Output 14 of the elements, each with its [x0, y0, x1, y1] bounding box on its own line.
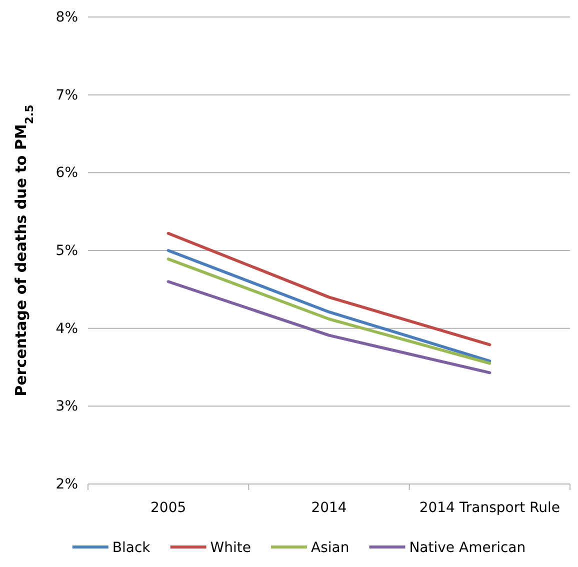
y-tick-label: 2% [56, 476, 78, 492]
legend-label: Native American [409, 540, 526, 556]
x-tick-label: 2014 Transport Rule [419, 500, 560, 516]
legend-label: White [210, 540, 251, 556]
x-tick-label: 2005 [150, 500, 186, 516]
legend-label: Asian [310, 540, 350, 556]
x-tick-label: 2014 [311, 500, 347, 516]
y-tick-label: 5% [56, 242, 78, 259]
y-tick-label: 4% [56, 320, 78, 337]
y-tick-label: 3% [56, 398, 78, 415]
y-tick-label: 6% [56, 165, 78, 182]
y-tick-label: 7% [56, 87, 78, 104]
y-tick-label: 8% [56, 9, 78, 26]
legend-label: Black [112, 540, 152, 556]
